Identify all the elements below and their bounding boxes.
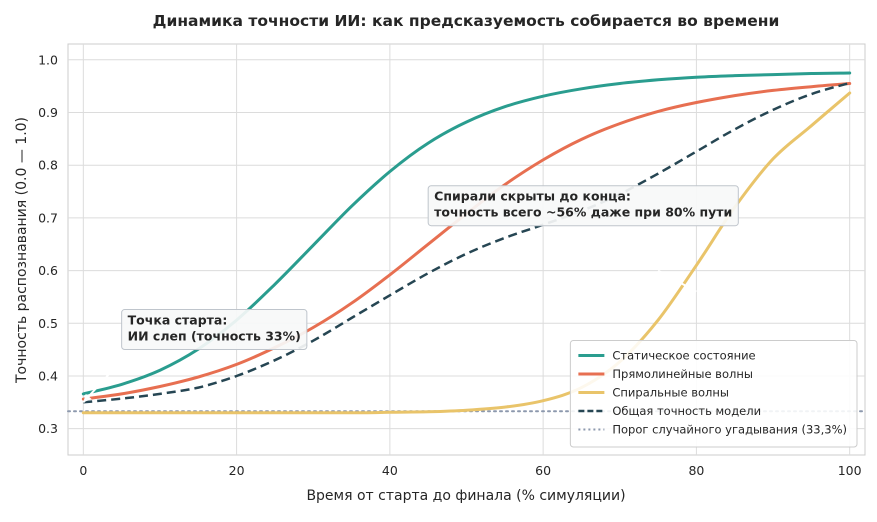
y-tick-label: 0.5 — [38, 316, 58, 331]
x-tick-label: 0 — [79, 463, 87, 478]
y-tick-label: 0.9 — [38, 105, 58, 120]
annotation-text: Точка старта: — [128, 313, 228, 328]
y-tick-label: 1.0 — [38, 52, 58, 67]
y-axis-label: Точность распознавания (0.0 — 1.0) — [14, 117, 30, 384]
legend: Статическое состояние Прямолинейные волны… — [569, 340, 858, 448]
legend-label: Порог случайного угадывания (33,3%) — [612, 423, 847, 437]
x-axis-ticks: 0 20 40 60 80 100 — [79, 463, 861, 478]
y-tick-label: 0.3 — [38, 421, 58, 436]
annotation-arrowhead — [687, 284, 697, 292]
annotation-arrow — [82, 359, 123, 403]
legend-label: Общая точность модели — [612, 404, 761, 418]
annotation-text: ИИ слеп (точность 33%) — [128, 329, 301, 344]
series-line-3 — [83, 81, 851, 404]
annotations: Точка старта:ИИ слеп (точность 33%) Спира… — [82, 185, 739, 403]
x-tick-label: 60 — [535, 463, 551, 478]
annotation-box — [427, 185, 739, 227]
annotation-spiral: Спирали скрыты до конца:точность всего ~… — [427, 185, 739, 293]
annotation-arrowhead — [83, 393, 92, 403]
y-tick-label: 0.6 — [38, 263, 58, 278]
annotation-start: Точка старта:ИИ слеп (точность 33%) — [82, 309, 308, 403]
y-tick-label: 0.7 — [38, 210, 58, 225]
chart-title: Динамика точности ИИ: как предсказуемост… — [153, 12, 780, 30]
annotation-box — [121, 309, 308, 351]
x-axis-label: Время от старта до финала (% симуляции) — [306, 488, 625, 504]
y-tick-label: 0.8 — [38, 158, 58, 173]
x-tick-label: 20 — [229, 463, 245, 478]
legend-label: Спиральные волны — [612, 386, 729, 400]
legend-box — [569, 340, 858, 448]
x-tick-label: 100 — [838, 463, 862, 478]
annotation-text: Спирали скрыты до конца: — [434, 189, 631, 204]
annotation-text: точность всего ~56% даже при 80% пути — [434, 205, 732, 220]
x-tick-label: 80 — [688, 463, 704, 478]
y-axis-ticks: 0.3 0.4 0.5 0.6 0.7 0.8 0.9 1.0 — [38, 52, 58, 436]
legend-label: Статическое состояние — [612, 349, 755, 363]
x-tick-label: 40 — [382, 463, 398, 478]
y-tick-label: 0.4 — [38, 368, 58, 383]
legend-label: Прямолинейные волны — [612, 367, 753, 381]
